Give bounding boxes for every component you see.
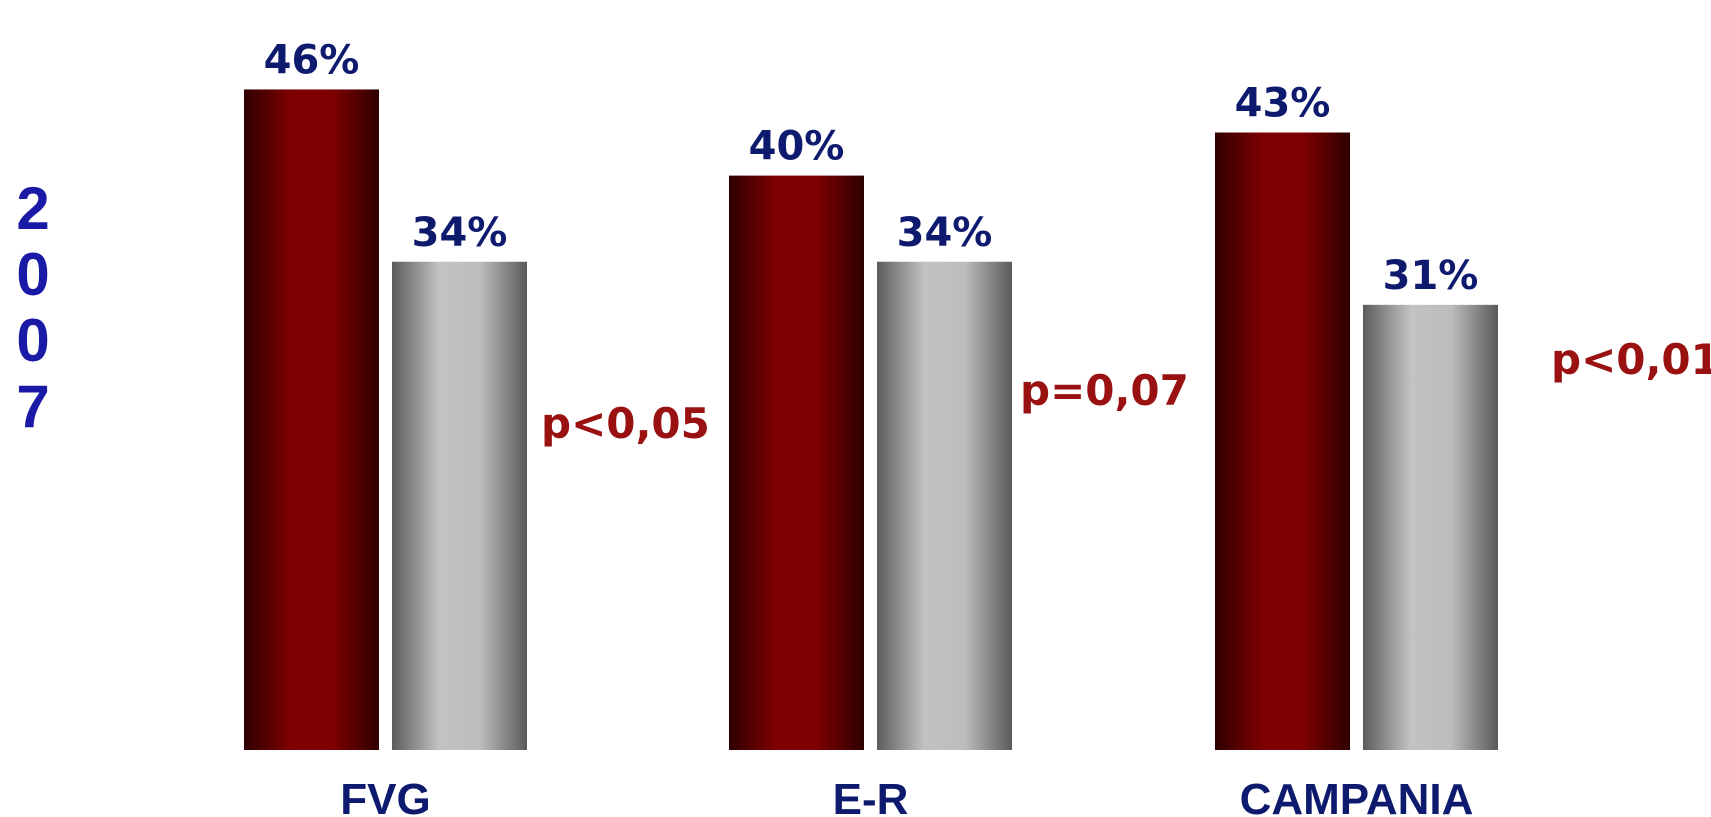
labels-layer: 46% 34% FVG p<0,05 40% 34% E-R p=0,07 43% 31% CAMP…: [264, 37, 1711, 817]
data-label: 40%: [749, 124, 845, 170]
data-label: 46%: [264, 37, 360, 83]
bar-series-2: [1363, 304, 1498, 750]
category-label: CAMPANIA: [1240, 775, 1474, 817]
year-digit: 0: [16, 241, 50, 308]
data-label: 34%: [897, 210, 993, 256]
data-label: 31%: [1383, 253, 1479, 299]
bar-series-1: [729, 175, 864, 751]
year-digit: 2: [16, 175, 50, 242]
year-digit: 7: [16, 373, 50, 440]
bar-series-2: [877, 261, 1012, 750]
bar-series-1: [244, 89, 379, 750]
category-label: FVG: [340, 775, 430, 817]
category-label: E-R: [833, 775, 909, 817]
bar-series-1: [1215, 132, 1350, 750]
p-value-annotation: p=0,07: [1020, 366, 1189, 415]
bars-layer: [244, 89, 1498, 751]
p-value-annotation: p<0,01: [1551, 335, 1711, 384]
year-digit: 0: [16, 307, 50, 374]
data-label: 34%: [412, 210, 508, 256]
data-label: 43%: [1235, 81, 1331, 127]
p-value-annotation: p<0,05: [541, 399, 710, 448]
bar-series-2: [392, 261, 527, 750]
year-label: 2 0 0 7: [8, 176, 58, 440]
